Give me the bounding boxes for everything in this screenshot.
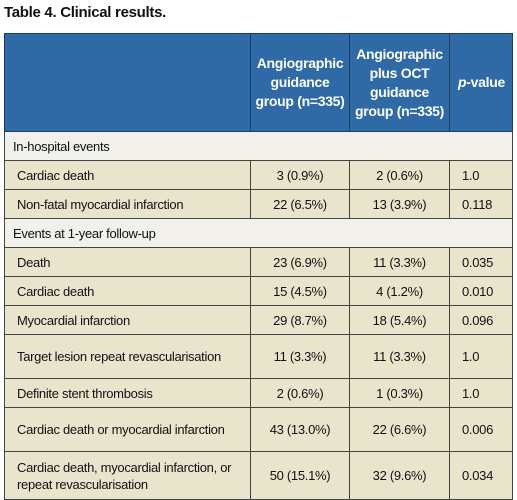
section-title: Events at 1-year follow-up	[4, 218, 513, 248]
cell: 29 (8.7%)	[250, 305, 350, 335]
section-row: Events at 1-year follow-up	[4, 218, 513, 248]
header-text: p-value	[458, 74, 505, 90]
data-row: Target lesion repeat revascularisation 11…	[4, 334, 513, 379]
cell: 2 (0.6%)	[349, 160, 450, 190]
results-table: Angiographic guidance group (n=335) Angio…	[4, 33, 513, 500]
cell: 15 (4.5%)	[250, 276, 350, 306]
cell: 2 (0.6%)	[250, 378, 350, 408]
data-row: Definite stent thrombosis 2 (0.6%) 1 (0.3%…	[4, 378, 513, 408]
cell: 32 (9.6%)	[349, 451, 450, 500]
row-label: Cardiac death, myocardial infarction, or…	[4, 451, 251, 500]
cell: 0.035	[449, 247, 513, 277]
data-row: Cardiac death 3 (0.9%) 2 (0.6%) 1.0	[4, 160, 513, 190]
header-cell: Angiographic plus OCT guidance group (n=…	[349, 33, 450, 132]
cell: 13 (3.9%)	[349, 189, 450, 219]
cell: 1.0	[449, 378, 513, 408]
cell: 3 (0.9%)	[250, 160, 350, 190]
row-label: Death	[4, 247, 251, 277]
cell: 0.118	[449, 189, 513, 219]
cell: 22 (6.5%)	[250, 189, 350, 219]
table-body: In-hospital events Cardiac death 3 (0.9%) 2…	[4, 131, 513, 500]
table-title: Table 4. Clinical results.	[4, 4, 166, 21]
cell: 11 (3.3%)	[349, 334, 450, 379]
header-row: Angiographic guidance group (n=335) Angio…	[4, 33, 513, 132]
cell: 0.006	[449, 407, 513, 452]
cell: 50 (15.1%)	[250, 451, 350, 500]
header-cell: p-value	[449, 33, 513, 132]
data-row: Death 23 (6.9%) 11 (3.3%) 0.035	[4, 247, 513, 277]
header-cell	[4, 33, 251, 132]
row-label: Non-fatal myocardial infarction	[4, 189, 251, 219]
cell: 0.034	[449, 451, 513, 500]
cell: 1 (0.3%)	[349, 378, 450, 408]
cell: 22 (6.6%)	[349, 407, 450, 452]
data-row: Non-fatal myocardial infarction 22 (6.5%)…	[4, 189, 513, 219]
row-label: Cardiac death	[4, 276, 251, 306]
cell: 4 (1.2%)	[349, 276, 450, 306]
cell: 23 (6.9%)	[250, 247, 350, 277]
cell: 0.096	[449, 305, 513, 335]
row-label: Definite stent thrombosis	[4, 378, 251, 408]
data-row: Cardiac death, myocardial infarction, or…	[4, 451, 513, 500]
data-row: Cardiac death 15 (4.5%) 4 (1.2%) 0.010	[4, 276, 513, 306]
header-cell: Angiographic guidance group (n=335)	[250, 33, 350, 132]
cell: 43 (13.0%)	[250, 407, 350, 452]
cell: 18 (5.4%)	[349, 305, 450, 335]
cell: 1.0	[449, 160, 513, 190]
section-title: In-hospital events	[4, 131, 513, 161]
row-label: Cardiac death or myocardial infarction	[4, 407, 251, 452]
row-label: Cardiac death	[4, 160, 251, 190]
cell: 1.0	[449, 334, 513, 379]
data-row: Myocardial infarction 29 (8.7%) 18 (5.4%) 0…	[4, 305, 513, 335]
cell: 11 (3.3%)	[349, 247, 450, 277]
row-label: Myocardial infarction	[4, 305, 251, 335]
data-row: Cardiac death or myocardial infarction 43…	[4, 407, 513, 452]
cell: 11 (3.3%)	[250, 334, 350, 379]
row-label: Target lesion repeat revascularisation	[4, 334, 251, 379]
cell: 0.010	[449, 276, 513, 306]
section-row: In-hospital events	[4, 131, 513, 161]
